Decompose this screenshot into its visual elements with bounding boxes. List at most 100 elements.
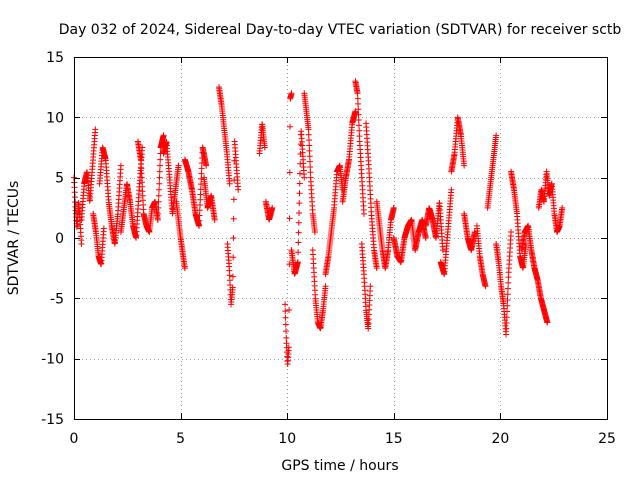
- y-tick-label: 5: [55, 171, 64, 187]
- data-point: [504, 308, 511, 315]
- data-point: [196, 217, 203, 224]
- data-point: [286, 169, 293, 176]
- data-point: [311, 228, 318, 235]
- data-point: [295, 239, 302, 246]
- data-point: [235, 186, 242, 193]
- data-point: [157, 156, 164, 163]
- data-point: [307, 169, 314, 176]
- data-point: [503, 331, 510, 338]
- data-point: [448, 186, 455, 193]
- data-point: [283, 334, 290, 341]
- data-point: [295, 249, 302, 256]
- data-point: [282, 308, 289, 315]
- data-point: [373, 265, 380, 272]
- data-point: [306, 147, 313, 154]
- data-point: [197, 202, 204, 209]
- data-point: [181, 265, 188, 272]
- data-point: [493, 132, 500, 139]
- data-point: [504, 291, 511, 298]
- data-point: [355, 122, 362, 129]
- data-point: [461, 162, 468, 169]
- x-tick-label: 10: [278, 431, 296, 447]
- data-point: [301, 174, 308, 181]
- data-point: [356, 133, 363, 140]
- data-point: [559, 204, 566, 211]
- data-point: [295, 229, 302, 236]
- data-point: [296, 180, 303, 187]
- data-point: [482, 283, 489, 290]
- data-point: [504, 285, 511, 292]
- data-point: [230, 215, 237, 222]
- data-point: [294, 259, 301, 266]
- data-point: [505, 279, 512, 286]
- y-tick-label: -5: [50, 291, 64, 307]
- data-point: [156, 162, 163, 169]
- data-point: [282, 301, 289, 308]
- data-point: [211, 216, 218, 223]
- data-point: [287, 123, 294, 130]
- data-point: [503, 325, 510, 332]
- data-point: [117, 162, 124, 169]
- x-tick-label: 0: [70, 431, 79, 447]
- data-point: [261, 144, 268, 151]
- data-point: [229, 273, 236, 280]
- data-point: [306, 142, 313, 149]
- data-point: [305, 137, 312, 144]
- data-point: [230, 235, 237, 241]
- data-point: [229, 284, 236, 291]
- data-point: [354, 90, 361, 97]
- data-point: [156, 168, 163, 175]
- data-point: [156, 186, 163, 193]
- data-point: [360, 210, 367, 217]
- data-point: [305, 131, 312, 138]
- data-points: [71, 78, 566, 368]
- data-point: [230, 196, 237, 203]
- data-point: [306, 158, 313, 165]
- data-point: [197, 191, 204, 198]
- data-point: [504, 302, 511, 309]
- x-tick-label: 5: [176, 431, 185, 447]
- data-point: [282, 314, 289, 321]
- data-point: [226, 180, 233, 187]
- data-point: [175, 162, 182, 169]
- data-point: [203, 162, 210, 169]
- data-point: [367, 283, 374, 290]
- data-point: [78, 241, 85, 248]
- data-point: [196, 207, 203, 214]
- chart-title: Day 032 of 2024, Sidereal Day-to-day VTE…: [59, 22, 622, 38]
- data-point: [503, 314, 510, 321]
- data-point: [355, 100, 362, 107]
- data-point: [283, 328, 290, 335]
- data-point: [307, 163, 314, 170]
- data-point: [354, 95, 361, 102]
- data-point: [154, 216, 161, 223]
- x-tick-label: 15: [385, 431, 403, 447]
- data-point: [504, 297, 511, 304]
- data-point: [355, 106, 362, 113]
- y-tick-label: 15: [46, 50, 64, 66]
- data-point: [282, 321, 289, 328]
- data-point: [155, 210, 162, 217]
- y-tick-label: -15: [41, 412, 64, 428]
- data-point: [155, 192, 162, 199]
- y-tick-label: 10: [46, 110, 64, 126]
- data-point: [155, 204, 162, 211]
- y-tick-label: 0: [55, 231, 64, 247]
- data-point: [196, 212, 203, 219]
- data-point: [92, 126, 99, 133]
- data-point: [296, 190, 303, 197]
- plot-frame: [74, 57, 608, 420]
- data-point: [503, 320, 510, 327]
- data-point: [269, 204, 276, 211]
- data-point: [508, 228, 515, 235]
- data-point: [544, 319, 551, 326]
- data-point: [285, 344, 292, 351]
- data-point: [439, 247, 446, 254]
- data-point: [198, 175, 205, 182]
- data-point: [156, 174, 163, 181]
- data-point: [295, 219, 302, 226]
- data-point: [422, 235, 429, 241]
- data-point: [155, 198, 162, 205]
- data-point: [197, 196, 204, 203]
